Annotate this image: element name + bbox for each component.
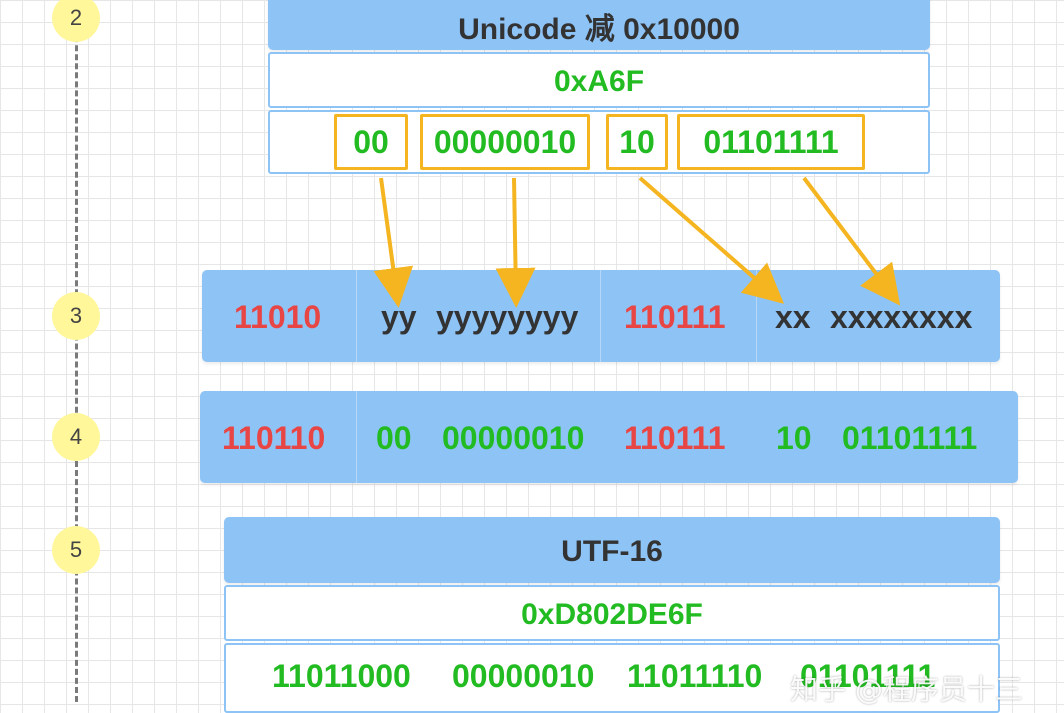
x-bits-short: xx	[775, 299, 811, 335]
utf16-byte-1: 11011000	[272, 658, 411, 694]
utf16-hex-row: 0xD802DE6F	[224, 585, 1000, 641]
filled-low-prefix: 110111	[624, 420, 726, 456]
low-surrogate-prefix: 110111	[624, 299, 726, 335]
utf16-byte-2: 00000010	[452, 658, 595, 694]
filled-bits-a: 00	[376, 420, 412, 456]
utf16-hex-text: 0xD802DE6F	[521, 598, 703, 631]
unicode-minus-header: Unicode 减 0x10000	[268, 0, 930, 50]
bit-group-1: 00	[334, 114, 408, 170]
utf16-bytes-row	[224, 643, 1000, 713]
bit-group-4: 01101111	[677, 114, 865, 170]
utf16-byte-3: 11011110	[627, 658, 763, 694]
step-marker-3: 3	[52, 292, 100, 340]
hex-value-row: 0xA6F	[268, 52, 930, 108]
timeline-dashed-line	[75, 0, 78, 702]
step-marker-2: 2	[52, 0, 100, 42]
filled-bits-row	[200, 391, 1018, 483]
y-bits-long: yyyyyyyy	[436, 299, 579, 335]
filled-high-prefix: 110110	[222, 420, 326, 456]
filled-bits-c: 10	[776, 420, 812, 456]
utf16-header-text: UTF-16	[561, 535, 663, 568]
utf16-header: UTF-16	[224, 517, 1000, 583]
bit-group-3: 10	[606, 114, 668, 170]
filled-bits-d: 01101111	[842, 420, 978, 456]
utf16-byte-4: 01101111	[800, 658, 936, 694]
zhihu-watermark: 知乎 @程序员十三	[790, 673, 1023, 706]
x-bits-long: xxxxxxxx	[830, 299, 973, 335]
step-marker-5: 5	[52, 526, 100, 574]
hex-value-text: 0xA6F	[553, 65, 645, 98]
binary-groups-row	[268, 110, 930, 174]
bit-group-2: 00000010	[420, 114, 590, 170]
step-marker-4: 4	[52, 413, 100, 461]
y-bits-short: yy	[381, 299, 417, 335]
high-surrogate-prefix: 11010	[234, 299, 322, 335]
unicode-minus-header-text: Unicode 减 0x10000	[458, 13, 740, 46]
filled-bits-b: 00000010	[442, 420, 585, 456]
